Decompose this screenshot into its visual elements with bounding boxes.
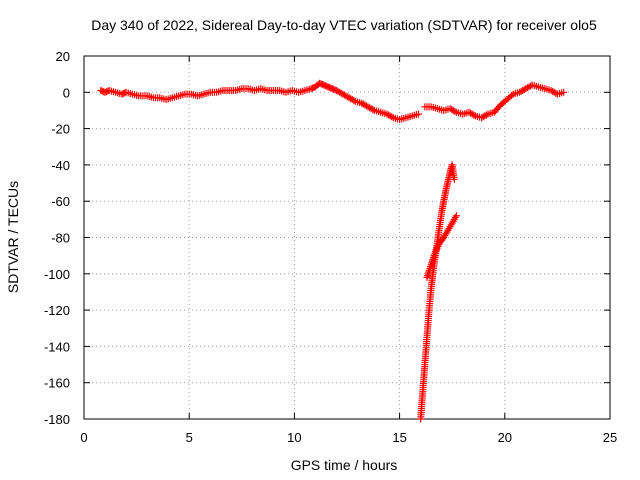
grid [84, 56, 610, 419]
y-tick-label: -160 [44, 376, 70, 391]
chart-title: Day 340 of 2022, Sidereal Day-to-day VTE… [91, 17, 597, 33]
x-tick-label: 15 [392, 430, 406, 445]
data-point [350, 96, 358, 104]
y-tick-label: 20 [56, 49, 70, 64]
data-point [388, 113, 396, 121]
y-tick-labels: 20 0 -20 -40 -60 -80 -100 -120 -140 -160 -180 [44, 49, 70, 427]
axis-ticks [83, 55, 611, 420]
data-point [560, 88, 568, 96]
x-tick-label: 10 [287, 430, 301, 445]
y-tick-label: -100 [44, 267, 70, 282]
data-marks [97, 79, 568, 423]
y-tick-label: -140 [44, 339, 70, 354]
data-point [482, 111, 490, 119]
data-point [452, 212, 460, 220]
data-point [415, 110, 423, 118]
x-tick-label: 5 [186, 430, 193, 445]
x-tick-label: 25 [603, 430, 617, 445]
series-dip-rise [417, 161, 458, 423]
y-tick-label: -20 [51, 122, 70, 137]
series-baseline [97, 79, 423, 124]
x-tick-label: 20 [498, 430, 512, 445]
y-tick-label: -80 [51, 231, 70, 246]
data-point [470, 111, 478, 119]
data-point [508, 91, 516, 99]
data-point [451, 107, 459, 115]
series-dip-branch [423, 212, 460, 281]
y-tick-label: -180 [44, 412, 70, 427]
x-tick-label: 0 [80, 430, 87, 445]
data-point [450, 175, 458, 183]
x-axis-label: GPS time / hours [291, 457, 398, 473]
y-tick-label: -60 [51, 194, 70, 209]
plot-frame [83, 55, 611, 420]
y-tick-label: 0 [63, 85, 70, 100]
data-point [331, 86, 339, 94]
y-axis-label: SDTVAR / TECUs [5, 181, 21, 293]
data-point [369, 106, 377, 114]
y-tick-label: -40 [51, 158, 70, 173]
series-baseline-late [421, 81, 568, 122]
y-tick-label: -120 [44, 303, 70, 318]
x-tick-labels: 0 5 10 15 20 25 [80, 430, 617, 445]
